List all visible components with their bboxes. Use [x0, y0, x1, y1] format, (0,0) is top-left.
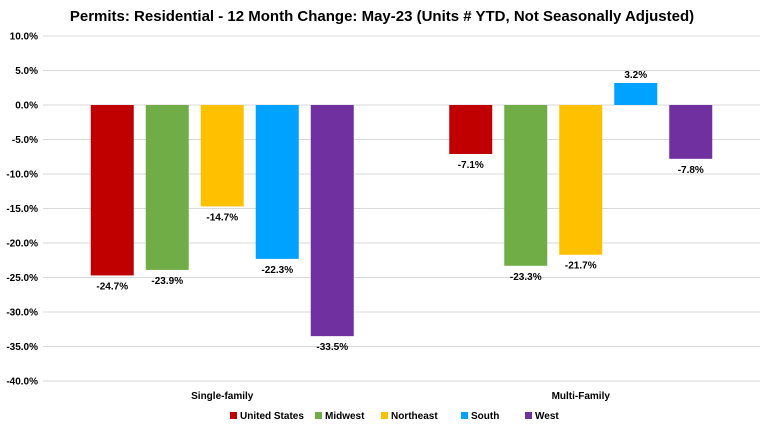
- data-label: -22.3%: [261, 265, 293, 276]
- y-axis-ticks: 10.0% 5.0% 0.0% -5.0% -10.0% -15.0% -20.0% -25.…: [6, 32, 38, 388]
- y-tick-label: -35.0%: [6, 342, 38, 353]
- legend-label: South: [471, 411, 499, 422]
- data-label: -21.7%: [565, 261, 597, 272]
- data-label: -24.7%: [96, 281, 128, 292]
- y-tick-label: -15.0%: [6, 204, 38, 215]
- legend-label: United States: [240, 411, 304, 422]
- legend-swatch: [230, 412, 237, 419]
- legend-label: Midwest: [325, 411, 365, 422]
- data-label: -23.9%: [151, 276, 183, 287]
- data-label: -7.1%: [458, 160, 484, 171]
- bar-northeast-single-family: [200, 105, 244, 207]
- data-labels: -24.7% -23.9% -14.7% -22.3% -33.5% -7.1% -23.3…: [96, 70, 704, 353]
- y-tick-label: -25.0%: [6, 273, 38, 284]
- y-tick-label: 10.0%: [10, 32, 38, 43]
- bar-midwest-single-family: [145, 105, 189, 270]
- y-tick-label: 5.0%: [15, 66, 38, 77]
- x-category-label: Single-family: [191, 391, 254, 402]
- x-category-label: Multi-Family: [552, 391, 611, 402]
- y-tick-label: -5.0%: [12, 135, 38, 146]
- data-label: 3.2%: [624, 70, 647, 81]
- bar-northeast-multi-family: [559, 105, 603, 255]
- data-label: -14.7%: [206, 212, 238, 223]
- legend-swatch: [315, 412, 322, 419]
- bar-west-single-family: [310, 105, 354, 337]
- y-tick-label: 0.0%: [15, 101, 38, 112]
- bar-midwest-multi-family: [504, 105, 548, 266]
- y-tick-label: -20.0%: [6, 239, 38, 250]
- legend-label: Northeast: [391, 411, 438, 422]
- bar-west-multi-family: [669, 105, 713, 159]
- legend-swatch: [525, 412, 532, 419]
- bar-united-states-multi-family: [449, 105, 493, 154]
- legend: United States Midwest Northeast South West: [230, 411, 559, 422]
- x-axis-categories: Single-family Multi-Family: [191, 391, 610, 402]
- legend-swatch: [381, 412, 388, 419]
- bar-south-single-family: [255, 105, 299, 259]
- bars: [90, 82, 713, 337]
- data-label: -7.8%: [678, 165, 704, 176]
- y-tick-label: -30.0%: [6, 308, 38, 319]
- y-tick-label: -40.0%: [6, 377, 38, 388]
- chart-title: Permits: Residential - 12 Month Change: …: [70, 8, 694, 25]
- bar-united-states-single-family: [90, 105, 134, 276]
- data-label: -33.5%: [316, 342, 348, 353]
- legend-swatch: [461, 412, 468, 419]
- y-tick-label: -10.0%: [6, 170, 38, 181]
- bar-south-multi-family: [614, 82, 658, 105]
- data-label: -23.3%: [510, 272, 542, 283]
- legend-label: West: [535, 411, 559, 422]
